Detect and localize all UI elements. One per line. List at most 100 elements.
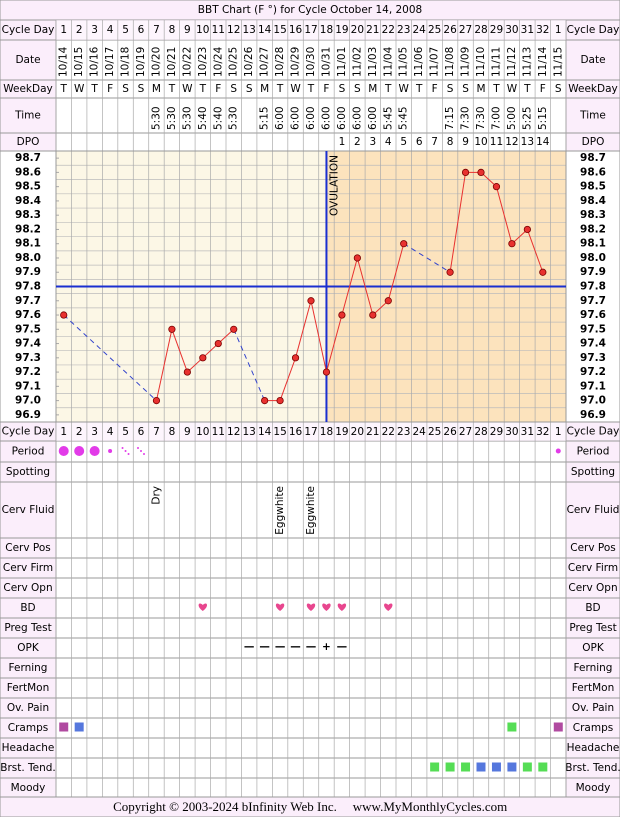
y-tick-label: 97.6	[15, 309, 41, 321]
row-label: Cerv Pos	[570, 542, 616, 554]
cycle-day: 19	[335, 24, 348, 36]
time: 7:30	[475, 106, 487, 130]
cycle-day: 6	[138, 24, 145, 36]
y-tick-label: 98.5	[580, 181, 606, 193]
row-label: Time	[14, 110, 41, 122]
temperature-point	[307, 297, 315, 305]
cycle-day: 32	[536, 24, 549, 36]
row-label: Ov. Pain	[572, 702, 614, 714]
y-tick-label: 98.1	[15, 238, 41, 250]
cycle-day: 14	[258, 24, 272, 36]
weekday: F	[215, 83, 221, 95]
x-tick-label: 11/13	[521, 47, 533, 77]
weekday: S	[354, 83, 361, 95]
symptom-icon	[445, 762, 455, 772]
row-label: BD	[20, 602, 35, 614]
weekday: T	[415, 83, 423, 95]
weekday: W	[74, 83, 85, 95]
dpo: 14	[536, 136, 550, 148]
cycle-day: 14	[258, 426, 272, 438]
weekday: S	[447, 83, 454, 95]
cycle-day: 9	[184, 426, 191, 438]
row-label: Date	[580, 54, 605, 66]
x-tick-label: 10/31	[320, 47, 332, 77]
temperature-point	[214, 339, 222, 348]
row-label: OPK	[17, 642, 40, 654]
x-tick-label: 10/22	[181, 47, 193, 77]
period-icon	[58, 446, 69, 456]
temperature-point	[291, 354, 300, 362]
y-tick-label: 97.4	[15, 338, 41, 350]
cycle-day: 19	[335, 426, 348, 438]
dpo: 11	[490, 136, 503, 148]
weekday: M	[476, 83, 485, 95]
row-label: Cramps	[573, 722, 613, 734]
time: 5:30	[228, 106, 240, 130]
temperature-segment	[449, 172, 467, 273]
weekday: T	[492, 83, 500, 95]
temperature-segment	[341, 257, 358, 316]
row-label: Brst. Tend.	[565, 762, 620, 774]
row-label-cell	[565, 481, 620, 539]
cycle-day: 8	[169, 426, 176, 438]
row-label: Cerv Fluid	[567, 504, 620, 516]
row-label: Cerv Fluid	[2, 504, 55, 516]
x-tick-label: 10/23	[197, 47, 209, 77]
temperature-segment	[495, 186, 513, 244]
time: 5:40	[212, 106, 224, 130]
ovulation-label: OVULATION	[328, 155, 340, 216]
y-tick-label: 98.6	[15, 166, 41, 178]
heart-icon	[322, 603, 331, 611]
symptom-icon	[476, 762, 486, 772]
dpo: 1	[339, 136, 346, 148]
time: 5:25	[521, 106, 533, 130]
weekday: F	[107, 83, 113, 95]
x-tick-label: 11/14	[537, 46, 549, 77]
row-label: Headache	[567, 742, 620, 754]
row-label: Period	[12, 446, 45, 458]
weekday: M	[368, 83, 377, 95]
heart-icon	[384, 603, 393, 611]
weekday: S	[555, 83, 562, 95]
temperature-point	[261, 397, 269, 405]
cycle-day: 1	[60, 24, 67, 36]
y-tick-label: 98.2	[15, 223, 41, 235]
row-label: DPO	[17, 136, 40, 148]
cycle-day: 23	[397, 24, 410, 36]
time: 7:00	[490, 106, 502, 130]
period-icon	[74, 446, 85, 456]
cycle-day: 10	[196, 24, 209, 36]
time: 7:15	[444, 106, 456, 130]
cervical-fluid: Dry	[150, 486, 162, 505]
y-tick-label: 98.1	[580, 238, 606, 250]
cycle-day-band	[56, 422, 566, 441]
temperature-point	[183, 368, 191, 376]
cycle-day: 5	[122, 426, 129, 438]
row-label: Spotting	[6, 466, 50, 478]
time: 5:30	[181, 106, 193, 130]
temperature-point	[446, 268, 454, 276]
weekday: W	[290, 83, 301, 95]
x-tick-label: 11/10	[475, 47, 487, 77]
row-label: OPK	[582, 642, 605, 654]
cycle-day: 5	[122, 24, 129, 36]
row-label: Preg Test	[569, 622, 616, 634]
opk: —	[290, 641, 301, 653]
row-label: Time	[579, 110, 606, 122]
y-tick-label: 97.3	[15, 352, 41, 364]
x-tick-label: 11/15	[552, 47, 564, 77]
weekday: F	[540, 83, 546, 95]
symptom-icon	[74, 722, 84, 732]
weekday: S	[122, 83, 129, 95]
cycle-day: 13	[242, 24, 255, 36]
y-tick-label: 97.1	[580, 380, 606, 392]
temperature-point	[230, 325, 238, 333]
dpo: 5	[400, 136, 407, 148]
time: 5:30	[150, 106, 162, 130]
cycle-day: 20	[351, 426, 364, 438]
row-label: Cerv Opn	[568, 582, 617, 594]
gap-connector	[63, 314, 157, 401]
chart-title: BBT Chart (F °) for Cycle October 14, 20…	[198, 4, 422, 16]
row-label: Cerv Firm	[568, 562, 618, 574]
cycle-day: 28	[474, 426, 487, 438]
